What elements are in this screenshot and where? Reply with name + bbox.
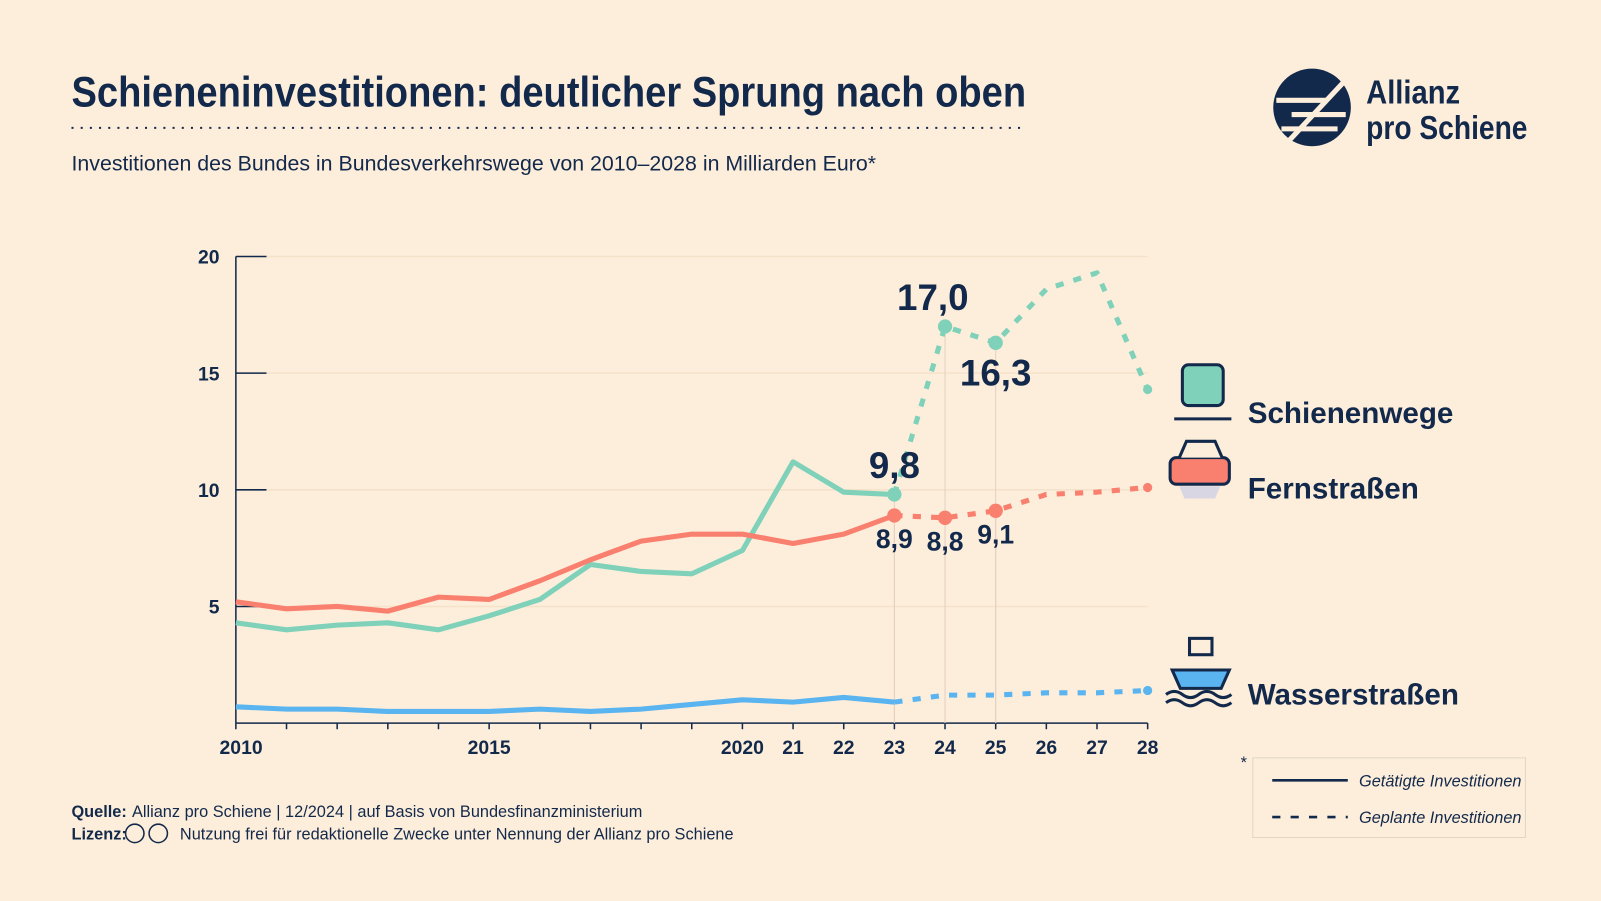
cc-icons [124,823,169,844]
point [887,508,902,523]
x-tick-label: 28 [1137,737,1159,759]
data-label: 8,9 [876,524,913,554]
end-dot [1143,384,1153,395]
train-icon [1174,363,1232,421]
series-line [235,513,896,614]
footnote-mark: * [1241,754,1248,772]
data-label: 9,1 [977,519,1014,549]
series-line [894,687,1148,705]
y-tick-label: 15 [198,363,220,385]
source: Allianz pro Schiene | 12/2024 | auf Basi… [132,803,642,821]
y-tick-label: 5 [209,597,220,619]
legend-label: Geplante Investitionen [1359,809,1521,827]
logo-stripes [1276,78,1348,143]
legend-items: Getätigte Investitionen Geplante Investit… [1272,772,1521,827]
logo-text: pro Schiene [1366,110,1527,147]
data-label: 9,8 [869,445,920,486]
chart-subtitle: Investitionen des Bundes in Bundesverkeh… [71,152,876,176]
plot: 5 10 15 20 2010 2015 2020 21 22 23 24 25 26 27 28 9,8 17… [198,247,1459,759]
point [988,503,1003,518]
logo: Allianz pro Schiene [1273,68,1527,147]
logo-mark [1273,68,1351,147]
data-label: 8,8 [927,526,964,556]
legend-box [1252,757,1526,838]
y-tick-label: 20 [198,247,220,269]
data-label: 17,0 [897,277,969,318]
x-tick-label: 24 [934,737,956,759]
point [887,487,902,502]
x-tick-label: 22 [833,737,855,759]
series-line [894,484,1148,521]
series-line [235,459,895,633]
series-label: Schienenwege [1248,397,1454,430]
logo-text: Allianz [1366,74,1460,111]
license-label: Lizenz: [71,826,126,844]
x-tick-label: 23 [884,737,906,759]
license: Nutzung frei für redaktionelle Zwecke un… [180,826,734,844]
chart-title: Schieneninvestitionen: deutlicher Sprung… [71,68,1026,116]
end-dot [1143,482,1153,493]
series-label: Fernstraßen [1248,472,1419,505]
x-tick-label: 2015 [468,737,511,759]
x-tick-label: 26 [1036,737,1058,759]
car-icon [1168,439,1231,499]
x-tick-label: 2010 [220,737,263,759]
footer: Lizenz: Nutzung frei für redaktionelle Zw… [71,826,733,844]
series-line [235,694,895,715]
x-tick-label: 2020 [721,737,764,759]
x-tick-label: 21 [782,737,804,759]
series-label: Wasserstraßen [1248,679,1459,712]
legend: * Getätigte Investitionen Geplante Invest… [1241,754,1526,838]
ship-icon [1165,636,1233,708]
source-label: Quelle: [71,803,126,821]
legend-label: Getätigte Investitionen [1359,772,1521,790]
y-tick-label: 10 [198,480,220,502]
x-tick-label: 25 [985,737,1007,759]
footer: Quelle: Allianz pro Schiene | 12/2024 | a… [71,803,642,821]
point [988,335,1003,350]
data-label: 16,3 [960,353,1032,394]
end-dot [1143,685,1153,696]
point [937,510,953,525]
point [937,319,953,334]
x-tick-label: 27 [1086,737,1108,759]
